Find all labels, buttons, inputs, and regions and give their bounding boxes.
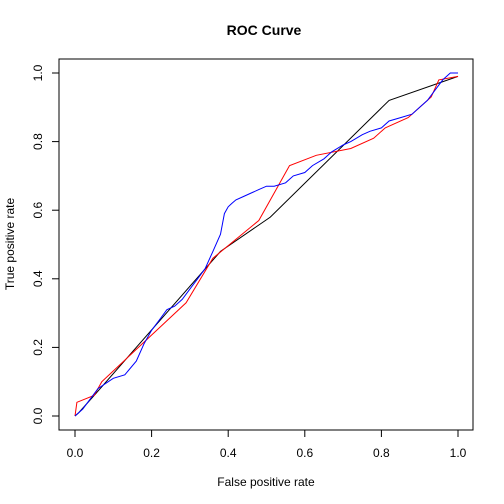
y-tick-label: 0.8 <box>31 133 45 150</box>
y-axis: 0.0 0.2 0.4 0.6 0.8 1.0 <box>31 64 60 424</box>
x-axis-label: False positive rate <box>217 475 315 489</box>
y-tick-label: 0.0 <box>31 407 45 424</box>
x-tick-label: 0.8 <box>373 446 390 460</box>
y-tick-label: 0.2 <box>31 339 45 356</box>
roc-series-blue <box>74 72 458 417</box>
chart-title: ROC Curve <box>227 22 302 38</box>
plot-area <box>58 58 474 431</box>
y-tick-label: 0.6 <box>31 202 45 219</box>
x-tick-label: 0.2 <box>143 446 160 460</box>
x-tick-label: 1.0 <box>450 446 467 460</box>
y-tick-label: 1.0 <box>31 64 45 81</box>
y-axis-label: True positive rate <box>3 198 17 291</box>
x-axis: 0.0 0.2 0.4 0.6 0.8 1.0 <box>67 429 467 460</box>
x-tick-label: 0.6 <box>296 446 313 460</box>
x-tick-label: 0.4 <box>220 446 237 460</box>
y-tick-label: 0.4 <box>31 270 45 287</box>
x-tick-label: 0.0 <box>67 446 84 460</box>
